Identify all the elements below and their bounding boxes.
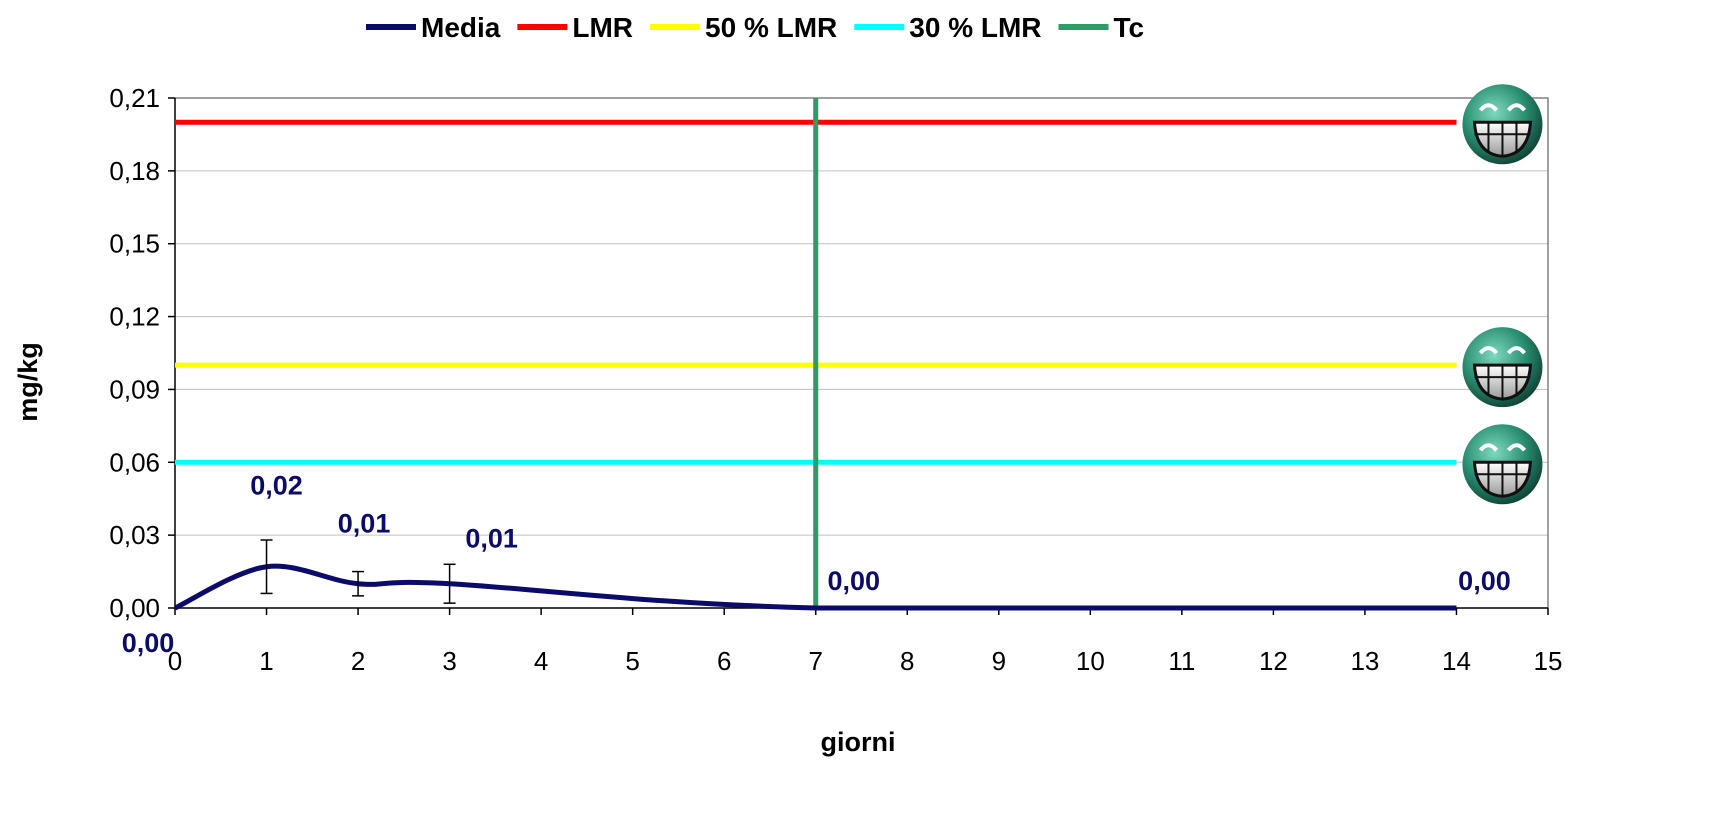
data-label: 0,00 [827, 566, 880, 596]
icons [1460, 82, 1545, 507]
legend-label: Media [421, 12, 501, 43]
x-tick-label: 11 [1168, 646, 1195, 676]
grid-lines [175, 97, 1548, 536]
x-tick-label: 5 [625, 646, 639, 676]
y-tick-label: 0,15 [109, 229, 160, 259]
plot-frame [175, 97, 1549, 608]
data-label: 0,00 [122, 628, 175, 658]
x-tick-label: 4 [534, 646, 548, 676]
x-axis: 0 1 2 3 4 5 6 7 8 9 10 11 12 13 14 15 [168, 607, 1563, 676]
x-tick-label: 13 [1350, 646, 1379, 676]
data-label: 0,02 [250, 471, 303, 501]
x-tick-label: 3 [442, 646, 456, 676]
x-tick-label: 6 [717, 646, 731, 676]
y-tick-label: 0,09 [109, 374, 160, 404]
x-tick-label: 12 [1259, 646, 1288, 676]
x-tick-label: 7 [808, 646, 822, 676]
legend-label: 50 % LMR [705, 12, 837, 43]
y-tick-label: 0,03 [109, 520, 160, 550]
data-label: 0,01 [465, 524, 518, 554]
legend-label: 30 % LMR [909, 12, 1041, 43]
data-labels: 0,00 0,02 0,01 0,01 0,00 0,00 [122, 471, 1511, 658]
legend-label: LMR [572, 12, 633, 43]
y-tick-label: 0,21 [109, 83, 160, 113]
x-tick-label: 14 [1442, 646, 1471, 676]
x-axis-title: giorni [821, 727, 896, 757]
x-tick-label: 10 [1076, 646, 1105, 676]
data-label: 0,00 [1458, 566, 1511, 596]
x-tick-label: 1 [259, 646, 273, 676]
x-tick-label: 15 [1534, 646, 1563, 676]
series-line-media [173, 563, 1457, 611]
plot-area [175, 97, 1549, 608]
x-tick-label: 2 [351, 646, 365, 676]
x-tick-label: 9 [992, 646, 1006, 676]
data-label: 0,01 [338, 509, 391, 539]
x-tick-label: 0 [168, 646, 182, 676]
y-axis: 0,00 0,03 0,06 0,09 0,12 0,15 0,18 0,21 [109, 83, 176, 623]
y-tick-label: 0,12 [109, 302, 160, 332]
x-tick-label: 8 [900, 646, 914, 676]
legend: Media LMR 50 % LMR 30 % LMR Tc [366, 12, 1144, 43]
smiley-icon [1460, 325, 1545, 410]
smiley-icon [1460, 422, 1545, 507]
y-tick-label: 0,00 [109, 593, 160, 623]
y-tick-label: 0,18 [109, 156, 160, 186]
smiley-icon [1460, 82, 1545, 167]
legend-label: Tc [1114, 12, 1145, 43]
series-layer [173, 98, 1457, 611]
y-tick-label: 0,06 [109, 447, 160, 477]
y-axis-title: mg/kg [13, 342, 43, 422]
